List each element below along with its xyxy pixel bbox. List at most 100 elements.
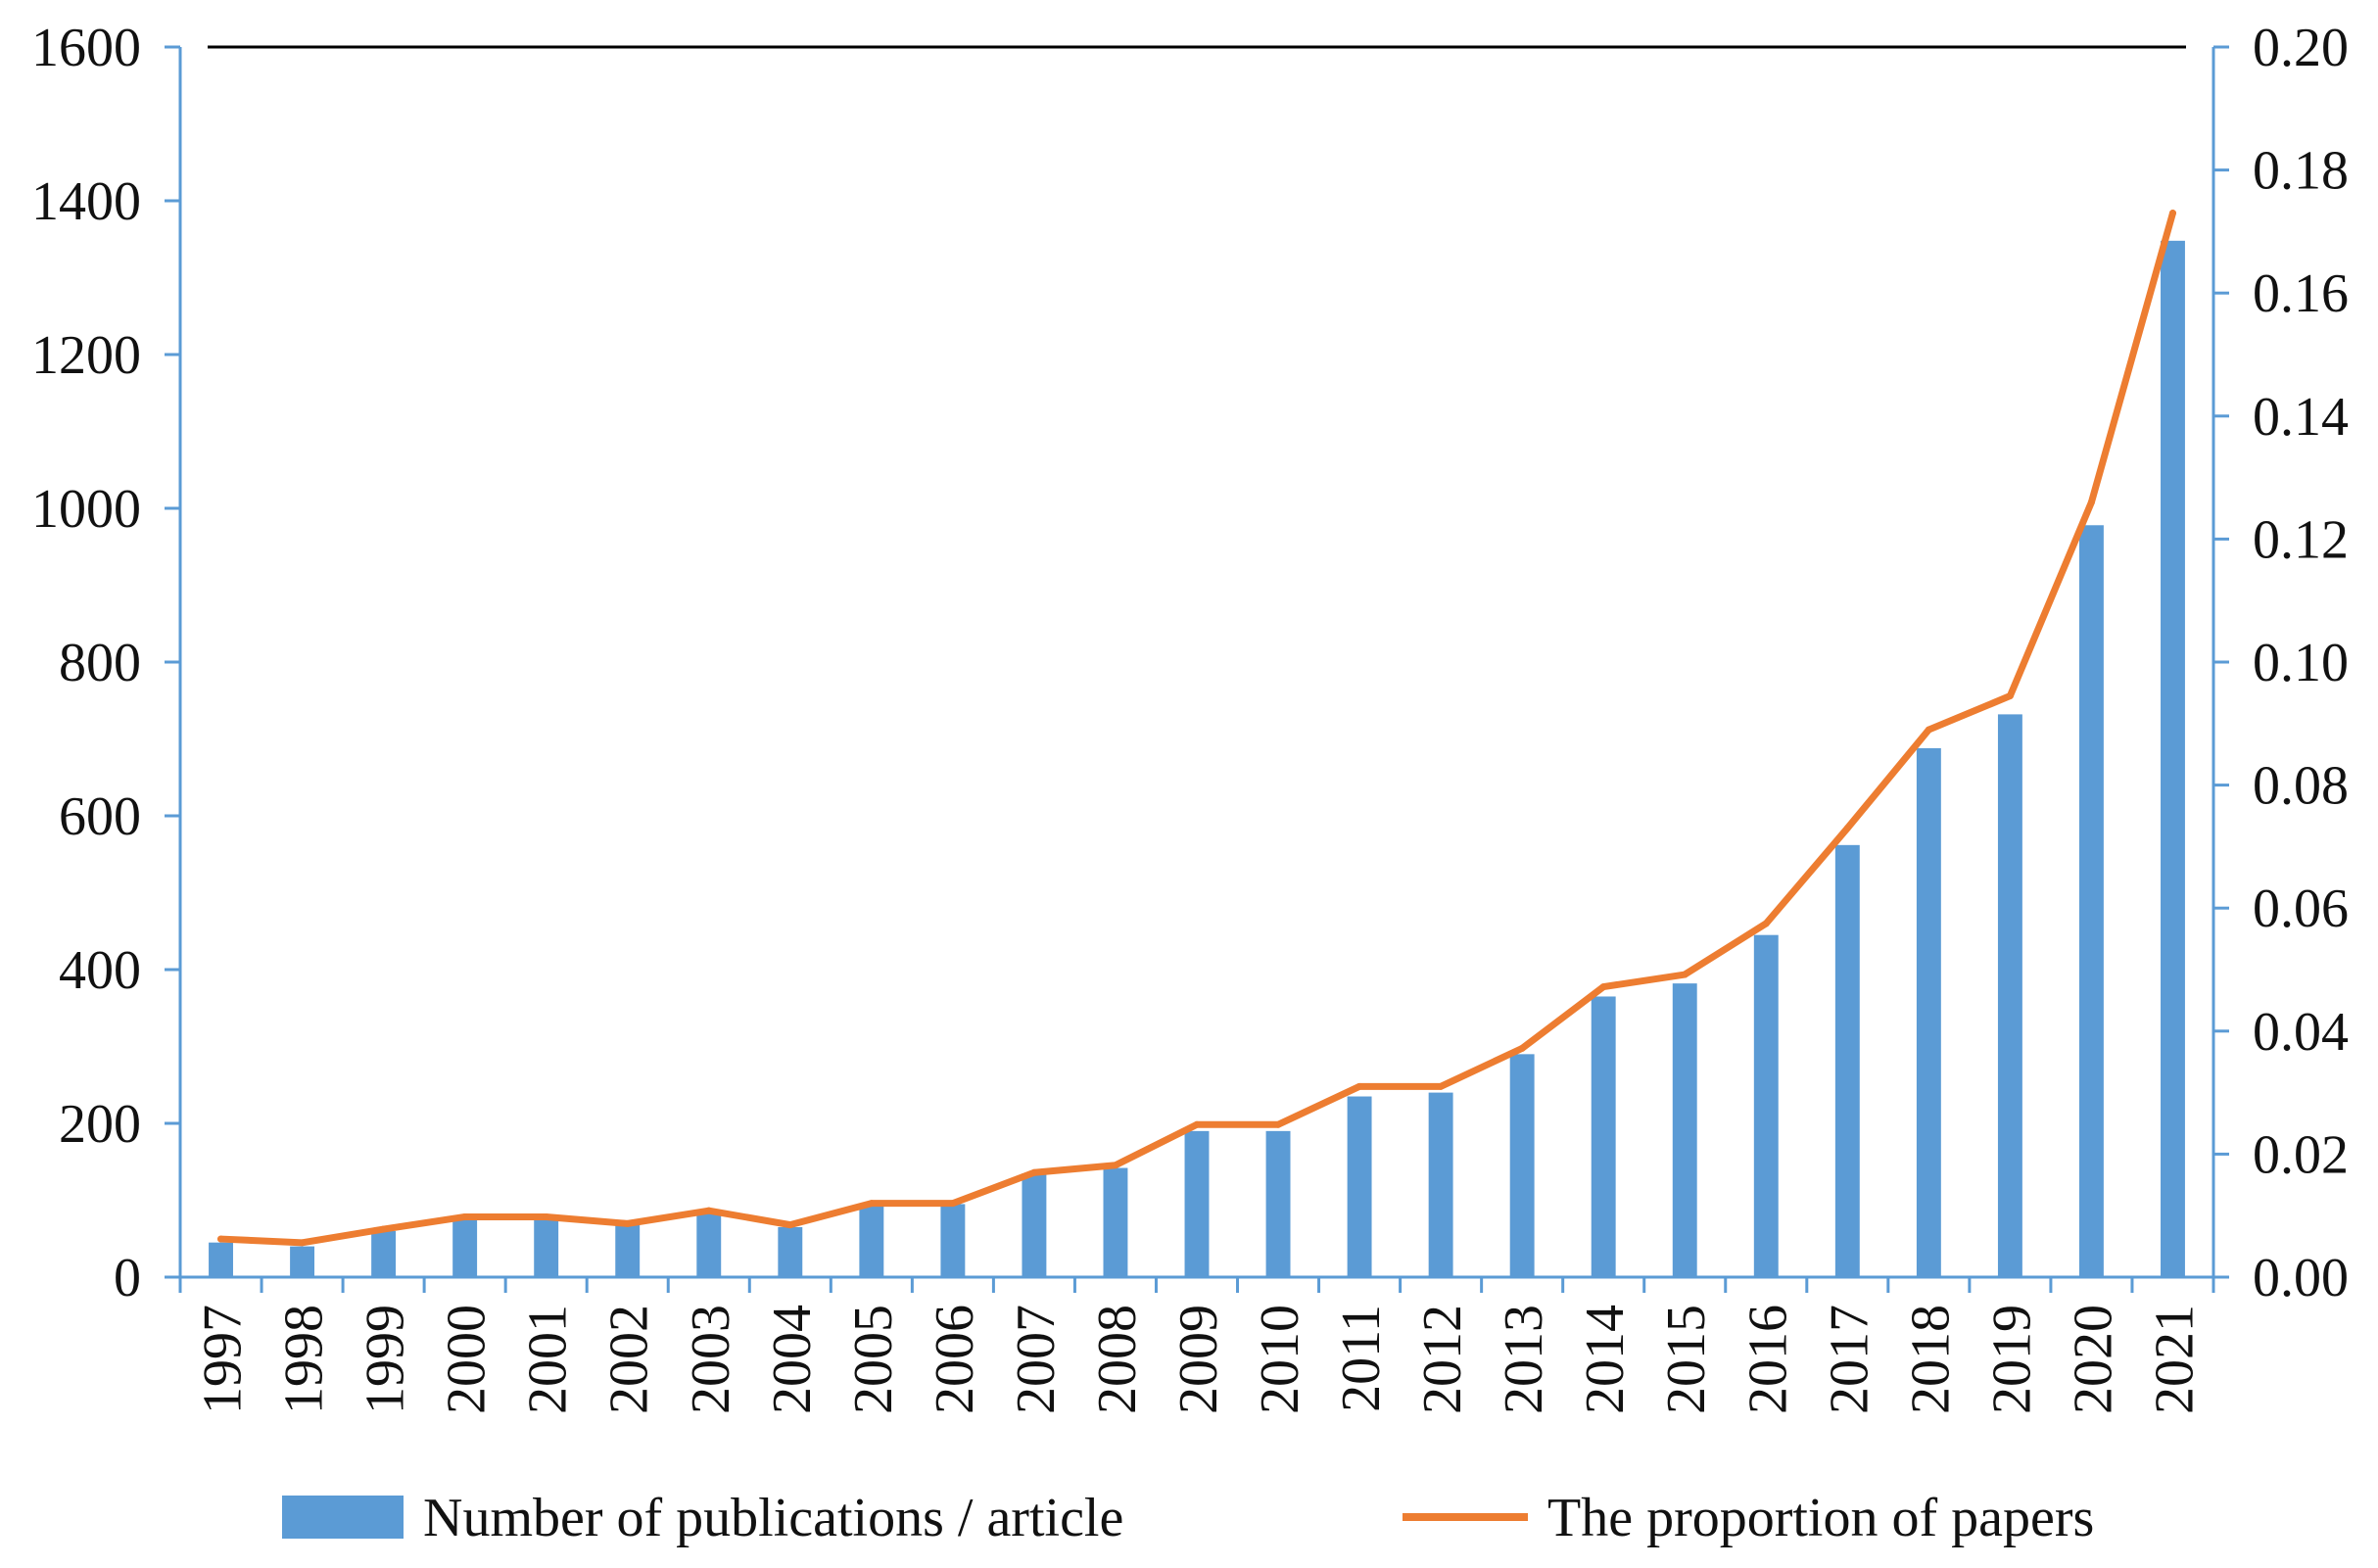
line-point — [1437, 1082, 1445, 1090]
line-point — [2168, 210, 2176, 217]
bar — [1672, 983, 1697, 1277]
bar — [859, 1204, 884, 1277]
right-tick-label: 0.16 — [2253, 263, 2349, 324]
left-tick-label: 600 — [59, 786, 141, 847]
x-tick-label: 1998 — [274, 1305, 335, 1414]
bar — [1834, 844, 1860, 1277]
x-tick-label: 2019 — [1981, 1305, 2042, 1414]
x-tick-label: 2003 — [681, 1305, 741, 1414]
bar — [778, 1226, 803, 1277]
line-point — [1925, 726, 1932, 734]
line-point — [1843, 825, 1851, 832]
line-point — [624, 1219, 632, 1227]
line-point — [380, 1225, 388, 1233]
right-tick-label: 0.18 — [2253, 141, 2349, 202]
left-tick-label: 800 — [59, 633, 141, 693]
x-tick-label: 2013 — [1494, 1305, 1554, 1414]
line-point — [461, 1212, 469, 1220]
right-tick-label: 0.08 — [2253, 756, 2349, 817]
line-point — [299, 1239, 307, 1247]
bar — [615, 1223, 641, 1277]
x-tick-label: 2001 — [518, 1305, 579, 1414]
bar — [1753, 934, 1779, 1277]
bar — [209, 1242, 233, 1277]
bar — [452, 1216, 478, 1277]
line-point — [217, 1235, 225, 1243]
left-tick-label: 1200 — [31, 325, 141, 386]
right-tick-label: 0.14 — [2253, 387, 2349, 448]
x-tick-label: 2005 — [843, 1305, 904, 1414]
x-tick-label: 2014 — [1575, 1305, 1636, 1414]
line-point — [543, 1212, 550, 1220]
line-point — [1274, 1120, 1282, 1128]
bar — [371, 1230, 397, 1277]
x-tick-label: 2018 — [1900, 1305, 1961, 1414]
x-tick-label: 2010 — [1250, 1305, 1310, 1414]
bar — [1509, 1054, 1535, 1277]
x-tick-label: 2011 — [1331, 1305, 1392, 1412]
axes — [178, 45, 2215, 1279]
bar-series — [209, 240, 2185, 1277]
x-tick-label: 2020 — [2063, 1305, 2123, 1414]
right-tick-label: 0.00 — [2253, 1248, 2349, 1308]
x-tick-label: 2007 — [1006, 1305, 1067, 1414]
line-point — [1355, 1082, 1363, 1090]
right-tick-label: 0.12 — [2253, 509, 2349, 570]
x-tick-label: 2015 — [1656, 1305, 1717, 1414]
x-ticks: 1997 1998 1999 2000 2001 2002 2003 2004 2005 2006… — [178, 1277, 2215, 1414]
left-y-ticks: 0 200 400 600 800 1000 1200 1400 1600 — [31, 18, 180, 1308]
right-tick-label: 0.06 — [2253, 879, 2349, 939]
x-tick-label: 2000 — [437, 1305, 498, 1414]
x-tick-label: 2004 — [762, 1305, 823, 1414]
line-point — [1030, 1168, 1038, 1176]
bar — [1428, 1092, 1453, 1277]
left-tick-label: 0 — [114, 1248, 141, 1308]
legend-line-label: The proportion of papers — [1547, 1488, 2094, 1548]
bar — [1997, 714, 2022, 1277]
bar — [1347, 1096, 1372, 1277]
bar — [2161, 240, 2185, 1277]
line-point — [705, 1207, 713, 1214]
x-tick-label: 1997 — [193, 1305, 254, 1414]
left-tick-label: 1400 — [31, 171, 141, 232]
bar — [1591, 996, 1616, 1277]
x-tick-label: 2017 — [1819, 1305, 1879, 1414]
line-point — [1193, 1120, 1201, 1128]
x-tick-label: 2009 — [1168, 1305, 1229, 1414]
bar — [1265, 1130, 1291, 1277]
left-tick-label: 200 — [59, 1094, 141, 1155]
line-point — [1681, 971, 1688, 978]
x-tick-label: 2021 — [2144, 1305, 2205, 1414]
line-series — [217, 210, 2176, 1247]
line-point — [1762, 920, 1770, 927]
bar — [290, 1246, 315, 1277]
bar — [1022, 1173, 1047, 1277]
legend-bar-swatch — [282, 1496, 404, 1539]
legend: Number of publications / article The pro… — [282, 1488, 2094, 1548]
line-point — [1599, 983, 1607, 991]
bar — [1184, 1130, 1210, 1277]
bar — [1103, 1167, 1128, 1277]
right-tick-label: 0.02 — [2253, 1124, 2349, 1185]
bar — [1916, 747, 1941, 1277]
x-tick-label: 2012 — [1412, 1305, 1473, 1414]
line-point — [786, 1221, 794, 1229]
line-point — [868, 1200, 876, 1208]
right-tick-label: 0.10 — [2253, 633, 2349, 693]
bar — [534, 1216, 559, 1277]
right-tick-label: 0.04 — [2253, 1002, 2349, 1063]
line-point — [949, 1200, 957, 1208]
right-tick-label: 0.20 — [2253, 18, 2349, 78]
bar — [696, 1212, 722, 1277]
right-y-ticks: 0.00 0.02 0.04 0.06 0.08 0.10 0.12 0.14 0.16 0.18… — [2213, 18, 2349, 1308]
bar — [940, 1204, 966, 1277]
left-tick-label: 400 — [59, 940, 141, 1001]
proportion-line — [217, 210, 2176, 1247]
legend-bar-label: Number of publications / article — [423, 1488, 1123, 1548]
bar — [2078, 525, 2104, 1277]
left-tick-label: 1600 — [31, 18, 141, 78]
x-tick-label: 2016 — [1737, 1305, 1798, 1414]
x-tick-label: 2006 — [925, 1305, 985, 1414]
line-point — [1518, 1044, 1526, 1052]
